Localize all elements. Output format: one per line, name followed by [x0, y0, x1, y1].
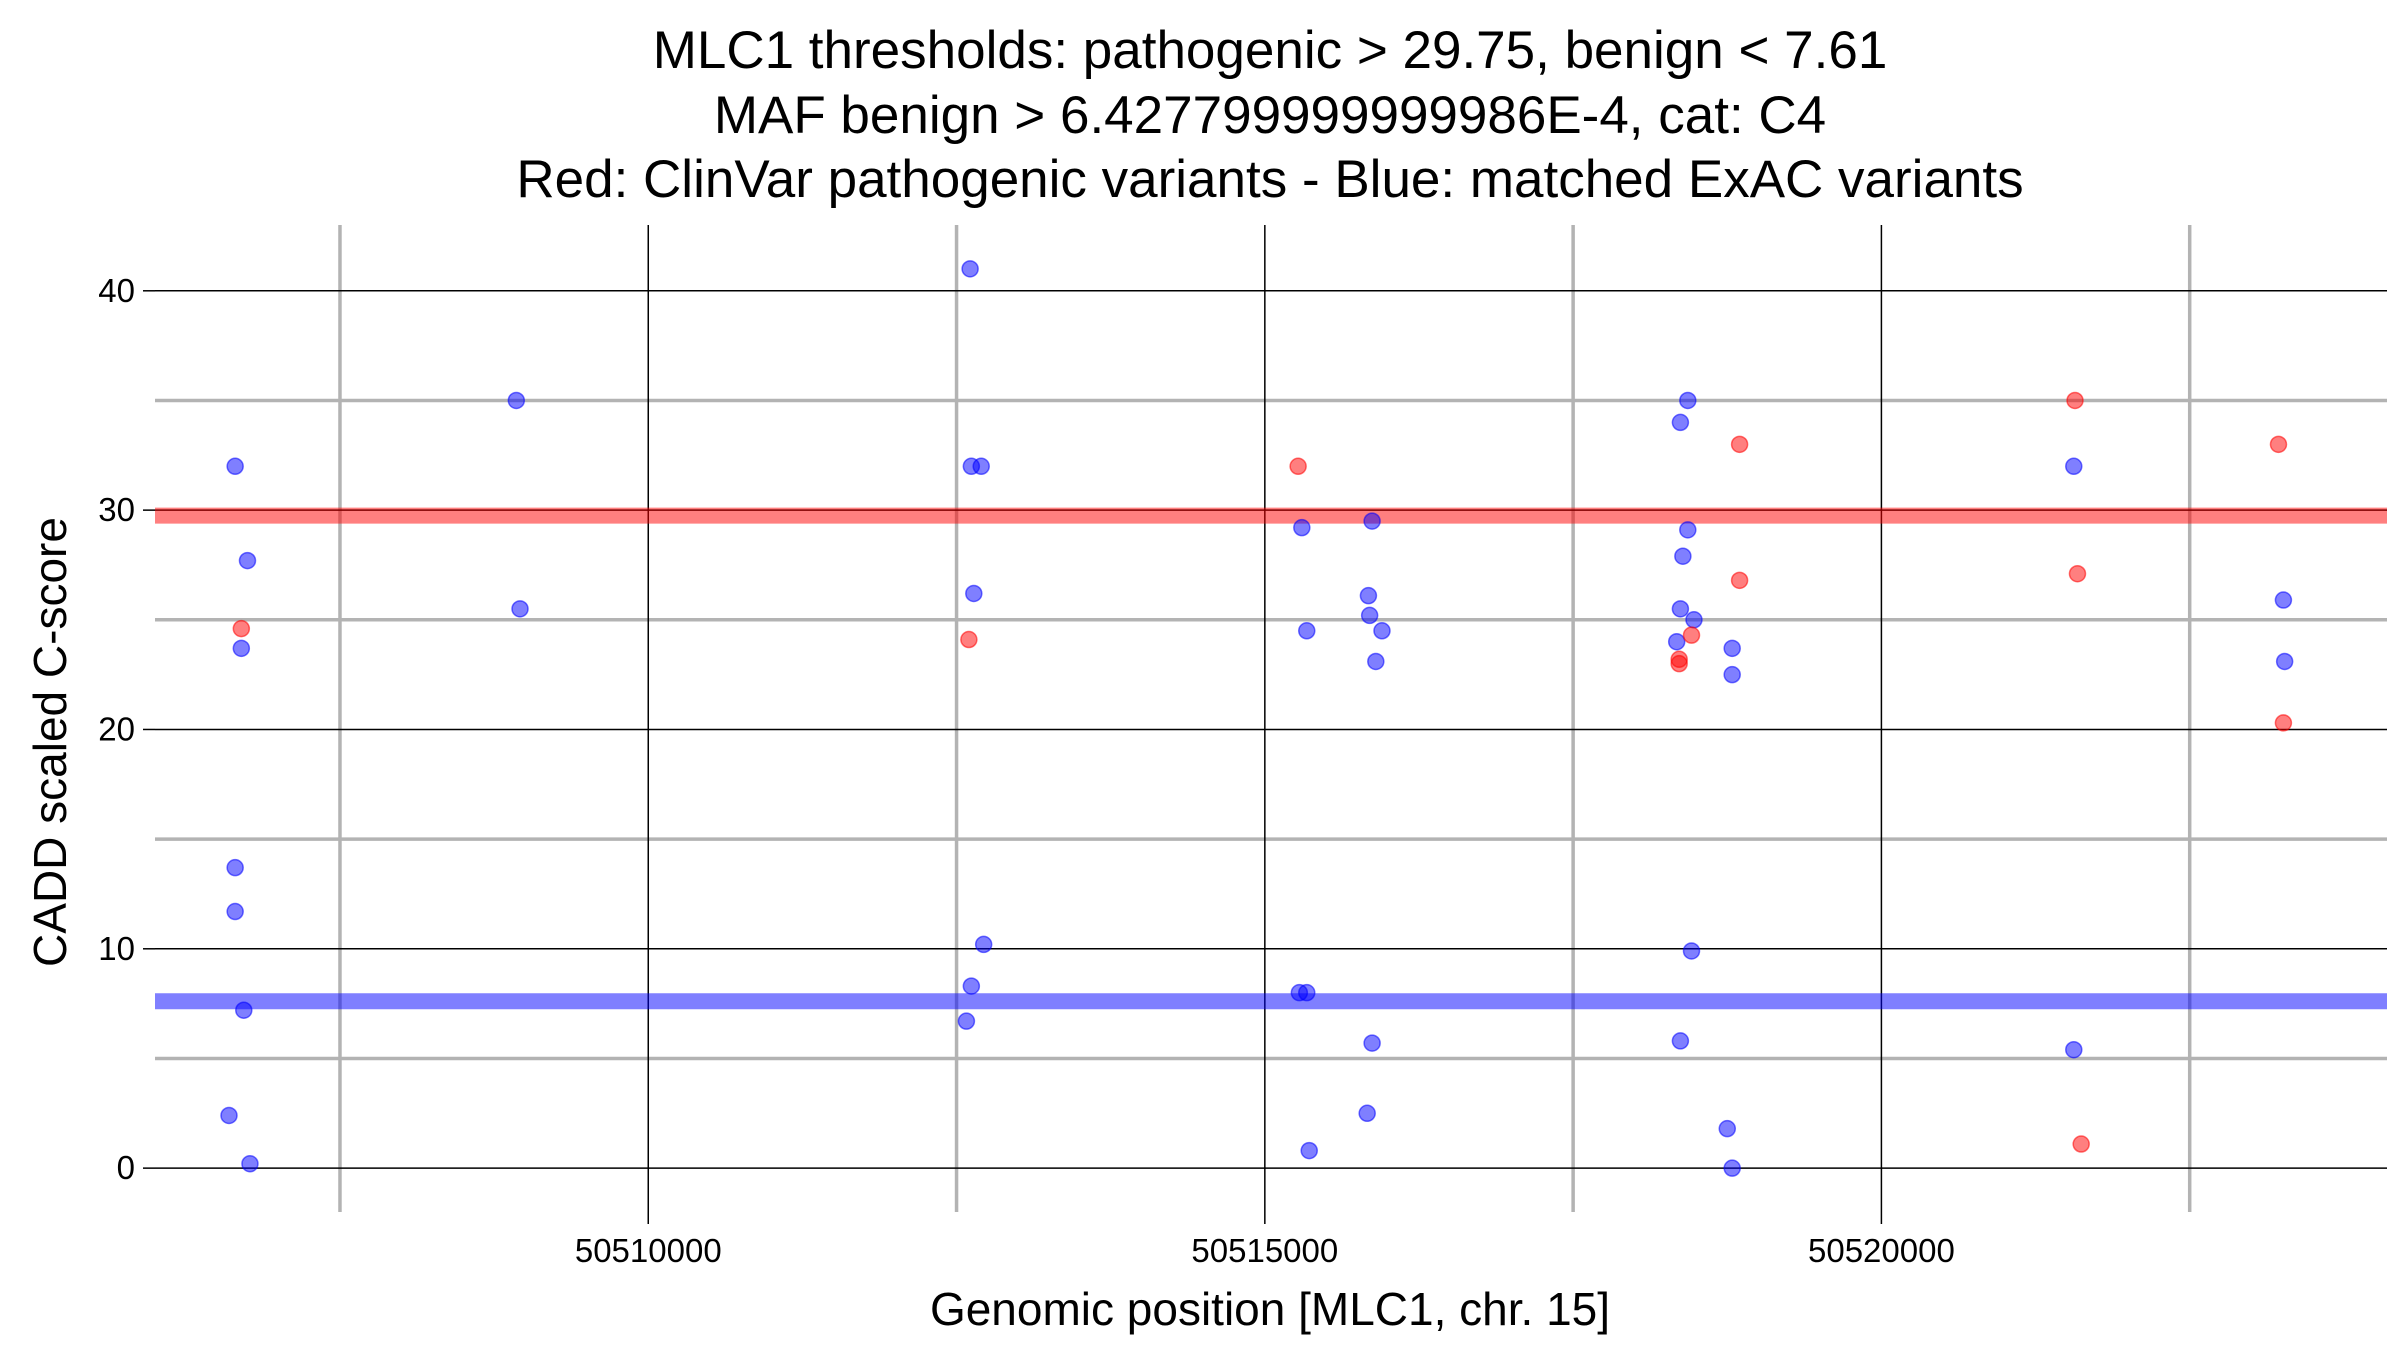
data-point-exac — [1723, 639, 1741, 658]
data-point-exac — [220, 1106, 238, 1125]
y-tick-label: 0 — [117, 1149, 135, 1186]
data-point-exac — [1363, 512, 1381, 530]
data-point-exac — [1679, 391, 1697, 410]
y-tick-label: 40 — [98, 272, 135, 309]
data-point-exac — [1298, 622, 1316, 640]
data-point-exac — [962, 977, 981, 995]
data-point-pathogenic — [1730, 435, 1749, 454]
data-point-exac — [226, 457, 244, 476]
data-point-pathogenic — [2066, 391, 2084, 410]
data-points — [220, 260, 2294, 1177]
data-point-exac — [1298, 983, 1316, 1002]
y-axis-label: CADD scaled C-score — [24, 517, 76, 967]
data-point-pathogenic — [1682, 626, 1701, 644]
data-point-pathogenic — [1289, 457, 1307, 476]
x-tick-label: 50510000 — [575, 1232, 722, 1269]
data-point-exac — [1671, 600, 1690, 618]
data-point-exac — [241, 1154, 259, 1173]
x-tick-label: 50515000 — [1191, 1232, 1338, 1269]
data-point-exac — [226, 902, 244, 921]
data-point-pathogenic — [2274, 714, 2293, 732]
data-point-exac — [1373, 622, 1391, 640]
data-point-exac — [238, 551, 257, 570]
y-axis: 0 10 20 30 40 — [98, 272, 155, 1186]
data-point-exac — [511, 600, 529, 618]
data-point-exac — [2275, 652, 2294, 671]
data-point-exac — [1674, 547, 1692, 565]
data-point-pathogenic — [2072, 1135, 2090, 1153]
title-line-1: MLC1 thresholds: pathogenic > 29.75, ben… — [653, 21, 1888, 80]
data-point-exac — [1682, 942, 1701, 960]
y-tick-label: 10 — [98, 930, 135, 967]
data-point-exac — [972, 457, 990, 476]
data-point-exac — [1671, 413, 1690, 432]
data-point-exac — [1367, 652, 1385, 671]
data-point-exac — [957, 1012, 976, 1030]
data-point-exac — [507, 391, 526, 410]
data-point-exac — [1679, 521, 1697, 539]
data-point-pathogenic — [960, 630, 978, 649]
data-point-exac — [1667, 632, 1686, 651]
data-point-exac — [974, 935, 993, 954]
title-line-3: Red: ClinVar pathogenic variants - Blue:… — [516, 150, 2023, 209]
title-line-2: MAF benign > 6.427799999999986E-4, cat: … — [714, 86, 1826, 145]
x-axis-label: Genomic position [MLC1, chr. 15] — [930, 1283, 1610, 1335]
gridlines — [155, 225, 2387, 1212]
x-tick-label: 50520000 — [1808, 1232, 1955, 1269]
data-point-exac — [2065, 457, 2083, 476]
y-tick-label: 30 — [98, 491, 135, 528]
data-point-exac — [1671, 1032, 1690, 1050]
data-point-exac — [1723, 1159, 1741, 1177]
data-point-exac — [1300, 1141, 1318, 1160]
data-point-exac — [1685, 611, 1703, 629]
data-point-pathogenic — [2068, 564, 2087, 583]
data-point-exac — [1360, 606, 1379, 625]
data-point-exac — [961, 260, 979, 278]
chart-title: MLC1 thresholds: pathogenic > 29.75, ben… — [516, 21, 2023, 209]
data-point-pathogenic — [2269, 435, 2288, 454]
data-point-exac — [1718, 1119, 1737, 1138]
data-point-exac — [232, 639, 251, 658]
data-point-exac — [1359, 586, 1378, 605]
data-point-exac — [2274, 591, 2293, 609]
data-point-exac — [2065, 1040, 2083, 1059]
x-axis: 50510000 50515000 50520000 — [575, 1212, 1955, 1269]
y-tick-label: 20 — [98, 710, 135, 747]
data-point-exac — [226, 858, 244, 877]
data-point-exac — [1723, 665, 1741, 684]
data-point-exac — [1358, 1104, 1376, 1123]
data-point-exac — [1363, 1034, 1381, 1052]
data-point-exac — [1293, 518, 1311, 537]
data-point-exac — [965, 584, 983, 603]
data-point-exac — [235, 1001, 253, 1019]
data-point-pathogenic — [1670, 654, 1688, 673]
data-point-pathogenic — [232, 619, 251, 638]
data-point-pathogenic — [1730, 571, 1749, 590]
threshold-lines — [155, 507, 2387, 1010]
